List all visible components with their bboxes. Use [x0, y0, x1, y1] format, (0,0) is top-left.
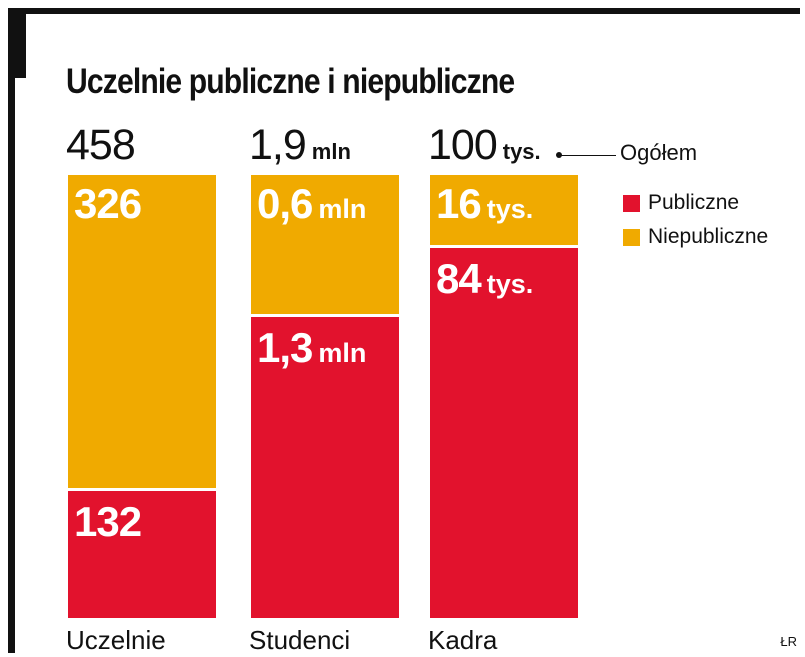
frame-corner	[8, 8, 26, 78]
bar-kadra-niepubliczne	[430, 175, 578, 246]
label-kadra-niepubliczne-value: 16	[436, 180, 482, 227]
totals-pointer-line	[560, 155, 616, 156]
total-studenci-unit: mln	[311, 139, 351, 164]
legend-item-publiczne: Publiczne	[623, 191, 739, 215]
label-studenci-publiczne-value: 1,3	[257, 323, 313, 371]
label-uczelnie-publiczne-value: 132	[74, 498, 142, 546]
category-label-kadra: Kadra	[428, 625, 498, 655]
label-kadra-publiczne-unit: tys.	[486, 269, 534, 300]
total-studenci: 1,9 mln	[249, 124, 351, 167]
label-kadra-publiczne: 84 tys.	[436, 258, 533, 300]
totals-annotation: Ogółem	[620, 140, 698, 165]
label-kadra-publiczne-value: 84	[436, 255, 482, 303]
total-kadra-value: 100	[428, 121, 498, 169]
credit: ŁR	[780, 634, 797, 649]
legend-swatch-niepubliczne	[623, 228, 640, 246]
label-studenci-publiczne-unit: mln	[318, 337, 367, 368]
label-uczelnie-niepubliczne-value: 326	[74, 180, 142, 227]
total-uczelnie-value: 458	[66, 121, 136, 169]
label-studenci-niepubliczne-unit: mln	[318, 194, 367, 224]
bar-uczelnie-publiczne	[68, 491, 216, 618]
label-studenci-niepubliczne: 0,6 mln	[257, 183, 366, 225]
totals-pointer-dot	[556, 152, 562, 158]
bar-kadra-publiczne	[430, 248, 578, 618]
label-kadra-niepubliczne-unit: tys.	[486, 194, 534, 224]
category-label-uczelnie: Uczelnie	[66, 625, 166, 655]
label-kadra-niepubliczne: 16 tys.	[436, 183, 533, 225]
legend-item-niepubliczne: Niepubliczne	[623, 225, 768, 249]
total-kadra-unit: tys.	[502, 139, 541, 164]
bar-studenci-publiczne	[251, 316, 399, 618]
frame-top-rule	[8, 8, 800, 14]
label-studenci-publiczne: 1,3 mln	[257, 323, 367, 371]
legend-swatch-publiczne	[623, 194, 640, 212]
label-studenci-niepubliczne-value: 0,6	[257, 180, 313, 227]
legend-label-publiczne: Publiczne	[648, 191, 740, 214]
bar-studenci-niepubliczne	[251, 175, 399, 314]
total-kadra: 100 tys.	[428, 124, 541, 167]
chart-title: Uczelnie publiczne i niepubliczne	[66, 62, 515, 101]
legend-label-niepubliczne: Niepubliczne	[648, 225, 769, 248]
total-studenci-value: 1,9	[249, 121, 307, 169]
label-uczelnie-niepubliczne: 326	[74, 180, 142, 227]
bar-uczelnie-niepubliczne	[68, 175, 216, 489]
frame-left-rule	[8, 8, 15, 653]
category-label-studenci: Studenci	[249, 625, 351, 655]
label-uczelnie-publiczne: 132	[74, 498, 142, 546]
total-uczelnie: 458	[66, 121, 136, 169]
